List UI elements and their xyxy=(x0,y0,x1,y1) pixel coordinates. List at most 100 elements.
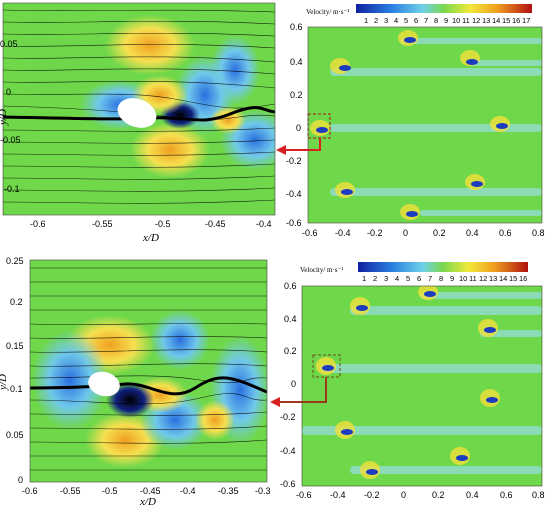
panel-c-contours xyxy=(32,310,267,468)
colorbar-label: 3 xyxy=(384,274,388,283)
panel-a-body xyxy=(117,98,157,128)
tick-label: -0.5 xyxy=(102,486,118,496)
tick-label: 0 xyxy=(296,123,301,133)
colorbar-label: 4 xyxy=(395,274,399,283)
panel-c-xlabel: x/D xyxy=(139,496,156,507)
colorbar-label: 9 xyxy=(450,274,454,283)
tick-label: -0.4 xyxy=(286,189,302,199)
tick-label: -0.6 xyxy=(286,218,302,228)
panel-d-yticks: 0.6 0.4 0.2 0 -0.2 -0.4 -0.6 xyxy=(280,281,297,489)
panel-d-frame xyxy=(301,285,543,487)
colorbar-label: 17 xyxy=(522,16,530,25)
panel-d-xticks: -0.6 -0.4 -0.2 0 0.2 0.4 0.6 0.8 xyxy=(296,490,545,500)
arrow-top xyxy=(276,138,321,155)
colorbar-label: 3 xyxy=(384,16,388,25)
tick-label: 0.8 xyxy=(532,228,545,238)
tick-label: 0.4 xyxy=(290,57,303,67)
panel-a-xticks: -0.6 -0.55 -0.5 -0.45 -0.4 xyxy=(30,219,272,229)
colorbar-label: 12 xyxy=(472,16,480,25)
panel-d-colorbar xyxy=(358,262,528,272)
colorbar-label: 15 xyxy=(502,16,510,25)
colorbar-label: 10 xyxy=(452,16,460,25)
panel-b-colorbar xyxy=(356,4,532,13)
tick-label: -0.4 xyxy=(335,228,351,238)
panel-c-wake-line xyxy=(30,376,267,396)
panel-c: 0.25 0.2 0.15 0.1 0.05 0 y/D -0.6 -0.55 … xyxy=(0,256,271,507)
tick-label: -0.6 xyxy=(302,228,318,238)
tick-label: -0.3 xyxy=(255,486,271,496)
tick-label: 0.4 xyxy=(284,314,297,324)
tick-label: 0.1 xyxy=(10,384,23,394)
tick-label: -0.35 xyxy=(218,486,239,496)
panel-d-colorbar-labels: 1 2 3 4 5 6 7 8 9 10 11 12 13 14 15 16 xyxy=(362,274,527,283)
tick-label: -0.2 xyxy=(280,412,296,422)
colorbar-label: 16 xyxy=(519,274,527,283)
tick-label: 0 xyxy=(18,475,23,485)
tick-label: 0.4 xyxy=(466,490,479,500)
panel-a: 0.05 0 -0.05 -0.1 y/D -0.6 -0.55 -0.5 -0… xyxy=(0,2,276,244)
tick-label: 0.8 xyxy=(532,490,545,500)
colorbar-label: 1 xyxy=(364,16,368,25)
colorbar-label: 1 xyxy=(362,274,366,283)
panel-c-yticks: 0.25 0.2 0.15 0.1 0.05 0 xyxy=(6,256,24,485)
panel-a-xlabel: x/D xyxy=(142,232,159,244)
panel-b-wakes xyxy=(310,30,542,220)
panel-c-xticks: -0.6 -0.55 -0.5 -0.45 -0.4 -0.35 -0.3 xyxy=(22,486,271,496)
tick-label: -0.5 xyxy=(155,219,171,229)
colorbar-label: 7 xyxy=(428,274,432,283)
tick-label: -0.4 xyxy=(180,486,196,496)
colorbar-label: 14 xyxy=(499,274,507,283)
panel-b: Velocity/ m·s⁻¹ 1 2 3 4 5 6 7 8 9 10 11 … xyxy=(286,4,545,238)
panel-b-colorbar-labels: 1 2 3 4 5 6 7 8 9 10 11 12 13 14 15 16 1… xyxy=(364,16,530,25)
panel-d: Velocity/ m·s⁻¹ 1 2 3 4 5 6 7 8 9 10 11 … xyxy=(280,262,545,500)
colorbar-label: 6 xyxy=(414,16,418,25)
tick-label: 0.2 xyxy=(433,228,446,238)
panel-d-wakes xyxy=(302,286,542,479)
panel-c-ylabel: y/D xyxy=(0,374,9,391)
tick-label: 0 xyxy=(6,87,11,97)
colorbar-label: 13 xyxy=(489,274,497,283)
tick-label: -0.4 xyxy=(280,446,296,456)
colorbar-label: 11 xyxy=(469,274,477,283)
colorbar-label: 12 xyxy=(479,274,487,283)
tick-label: 0.25 xyxy=(6,256,24,266)
tick-label: 0.4 xyxy=(466,228,479,238)
tick-label: -0.4 xyxy=(256,219,272,229)
tick-label: 0.05 xyxy=(6,430,24,440)
tick-label: -0.2 xyxy=(367,228,383,238)
colorbar-label: 7 xyxy=(424,16,428,25)
colorbar-label: 5 xyxy=(406,274,410,283)
tick-label: 0.15 xyxy=(6,341,24,351)
colorbar-label: 10 xyxy=(459,274,467,283)
tick-label: 0.2 xyxy=(10,297,23,307)
tick-label: -0.6 xyxy=(296,490,312,500)
panel-c-streamlines xyxy=(30,267,267,471)
panel-d-colorbar-title: Velocity/ m·s⁻¹ xyxy=(300,266,343,274)
colorbar-label: 4 xyxy=(394,16,398,25)
tick-label: 0 xyxy=(401,490,406,500)
tick-label: -0.1 xyxy=(4,184,20,194)
colorbar-label: 9 xyxy=(444,16,448,25)
panel-a-streamlines xyxy=(3,9,275,204)
colorbar-label: 2 xyxy=(374,16,378,25)
panel-b-xticks: -0.6 -0.4 -0.2 0 0.2 0.4 0.6 0.8 xyxy=(302,228,545,238)
tick-label: 0.6 xyxy=(284,281,297,291)
colorbar-label: 11 xyxy=(462,16,470,25)
tick-label: -0.6 xyxy=(30,219,46,229)
tick-label: -0.05 xyxy=(0,135,21,145)
panel-a-ylabel: y/D xyxy=(0,109,9,126)
tick-label: 0.2 xyxy=(290,90,303,100)
colorbar-label: 5 xyxy=(404,16,408,25)
tick-label: 0.2 xyxy=(432,490,445,500)
panel-a-yticks: 0.05 0 -0.05 -0.1 xyxy=(0,39,21,194)
tick-label: -0.45 xyxy=(140,486,161,496)
tick-label: -0.6 xyxy=(280,479,296,489)
panel-a-wake-line xyxy=(3,106,275,122)
tick-label: 0 xyxy=(291,379,296,389)
tick-label: 0.6 xyxy=(499,228,512,238)
tick-label: -0.55 xyxy=(92,219,113,229)
colorbar-label: 13 xyxy=(482,16,490,25)
tick-label: -0.4 xyxy=(330,490,346,500)
colorbar-label: 6 xyxy=(417,274,421,283)
